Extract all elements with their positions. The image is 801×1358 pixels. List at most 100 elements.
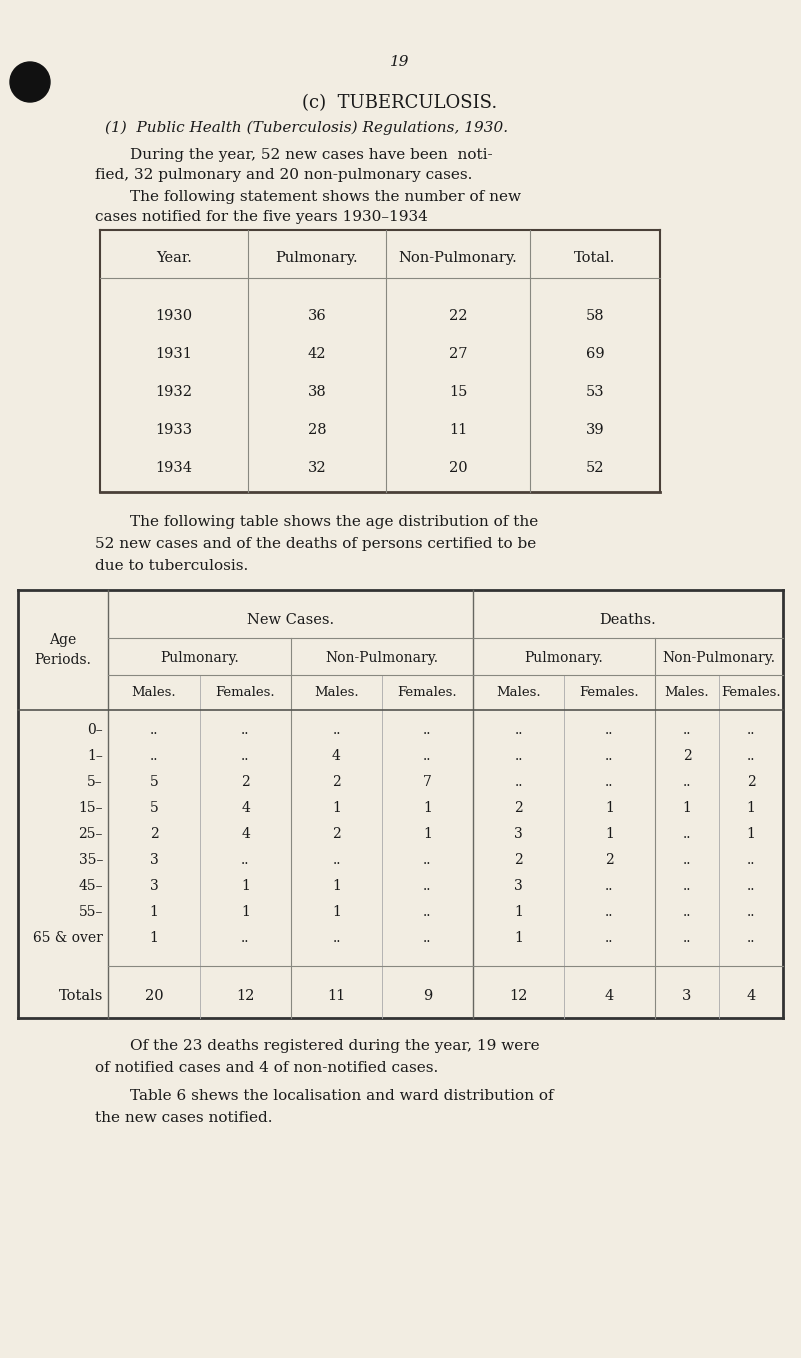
Text: Males.: Males. [314, 687, 359, 699]
Text: 19: 19 [390, 56, 410, 69]
Text: the new cases notified.: the new cases notified. [95, 1111, 272, 1124]
Text: ..: .. [682, 827, 691, 841]
Text: 25–: 25– [78, 827, 103, 841]
Text: 22: 22 [449, 310, 467, 323]
Text: Males.: Males. [665, 687, 710, 699]
Text: ..: .. [747, 750, 755, 763]
Text: ..: .. [241, 853, 250, 866]
Text: ..: .. [682, 722, 691, 737]
Text: ..: .. [606, 879, 614, 894]
Text: Males.: Males. [496, 687, 541, 699]
Text: ..: .. [606, 932, 614, 945]
Text: 2: 2 [514, 801, 523, 815]
Text: 2: 2 [332, 775, 341, 789]
Text: ..: .. [747, 853, 755, 866]
Text: ..: .. [423, 750, 432, 763]
Text: 4: 4 [241, 827, 250, 841]
Text: 1933: 1933 [155, 422, 192, 437]
Text: 5–: 5– [87, 775, 103, 789]
Text: 1930: 1930 [155, 310, 192, 323]
Text: 4: 4 [747, 989, 755, 1004]
Text: 3: 3 [150, 853, 159, 866]
Text: ..: .. [514, 722, 523, 737]
Text: ..: .. [150, 722, 159, 737]
Text: 1: 1 [423, 801, 432, 815]
Text: ..: .. [241, 750, 250, 763]
Text: Table 6 shews the localisation and ward distribution of: Table 6 shews the localisation and ward … [130, 1089, 553, 1103]
Text: 55–: 55– [78, 904, 103, 919]
Text: ..: .. [423, 904, 432, 919]
Text: Pulmonary.: Pulmonary. [525, 650, 603, 665]
Text: ..: .. [332, 932, 340, 945]
Text: 39: 39 [586, 422, 604, 437]
Text: ..: .. [606, 750, 614, 763]
Text: Pulmonary.: Pulmonary. [276, 251, 358, 265]
Text: 32: 32 [308, 460, 326, 475]
Text: Non-Pulmonary.: Non-Pulmonary. [399, 251, 517, 265]
Text: 35–: 35– [78, 853, 103, 866]
Text: 1: 1 [605, 801, 614, 815]
Text: ..: .. [682, 775, 691, 789]
Text: 2: 2 [605, 853, 614, 866]
Text: The following table shows the age distribution of the: The following table shows the age distri… [130, 515, 538, 530]
Text: 1: 1 [514, 904, 523, 919]
Text: 20: 20 [449, 460, 467, 475]
Text: 4: 4 [332, 750, 341, 763]
Text: ..: .. [606, 775, 614, 789]
Text: 12: 12 [509, 989, 528, 1004]
Text: ..: .. [241, 932, 250, 945]
Text: ..: .. [423, 722, 432, 737]
Text: Of the 23 deaths registered during the year, 19 were: Of the 23 deaths registered during the y… [130, 1039, 540, 1052]
Text: 1: 1 [332, 801, 341, 815]
Text: 4: 4 [605, 989, 614, 1004]
Text: 1: 1 [423, 827, 432, 841]
Text: 5: 5 [150, 775, 159, 789]
Text: 27: 27 [449, 348, 467, 361]
Text: 53: 53 [586, 386, 604, 399]
Text: ..: .. [682, 853, 691, 866]
Text: 15–: 15– [78, 801, 103, 815]
Text: 4: 4 [241, 801, 250, 815]
Text: 1: 1 [332, 904, 341, 919]
Text: 1: 1 [332, 879, 341, 894]
Text: 1: 1 [241, 904, 250, 919]
Text: 1: 1 [747, 801, 755, 815]
Text: 1932: 1932 [155, 386, 192, 399]
Text: 2: 2 [150, 827, 159, 841]
Text: 1–: 1– [87, 750, 103, 763]
Text: New Cases.: New Cases. [247, 612, 334, 627]
Text: cases notified for the five years 1930–1934: cases notified for the five years 1930–1… [95, 210, 428, 224]
Text: 2: 2 [241, 775, 250, 789]
Text: due to tuberculosis.: due to tuberculosis. [95, 559, 248, 573]
Text: 3: 3 [682, 989, 692, 1004]
Text: Females.: Females. [721, 687, 781, 699]
Text: 2: 2 [682, 750, 691, 763]
Text: Females.: Females. [580, 687, 639, 699]
Text: 1: 1 [150, 932, 159, 945]
Text: ..: .. [747, 932, 755, 945]
Text: 1: 1 [514, 932, 523, 945]
Text: 36: 36 [308, 310, 326, 323]
Text: 3: 3 [514, 879, 523, 894]
Text: ..: .. [606, 722, 614, 737]
Text: Year.: Year. [156, 251, 192, 265]
Text: 65 & over: 65 & over [33, 932, 103, 945]
Text: ..: .. [682, 904, 691, 919]
Text: 28: 28 [308, 422, 326, 437]
Text: ..: .. [514, 750, 523, 763]
Text: 1: 1 [150, 904, 159, 919]
Text: 2: 2 [747, 775, 755, 789]
Text: 1931: 1931 [155, 348, 192, 361]
Text: 1: 1 [605, 827, 614, 841]
Text: 45–: 45– [78, 879, 103, 894]
Text: 0–: 0– [87, 722, 103, 737]
Text: 58: 58 [586, 310, 604, 323]
Text: ..: .. [514, 775, 523, 789]
Text: 1: 1 [747, 827, 755, 841]
Text: 1: 1 [241, 879, 250, 894]
Text: Age
Periods.: Age Periods. [34, 633, 91, 667]
Text: 42: 42 [308, 348, 326, 361]
Text: fied, 32 pulmonary and 20 non-pulmonary cases.: fied, 32 pulmonary and 20 non-pulmonary … [95, 168, 473, 182]
Text: Males.: Males. [131, 687, 176, 699]
Text: 3: 3 [150, 879, 159, 894]
